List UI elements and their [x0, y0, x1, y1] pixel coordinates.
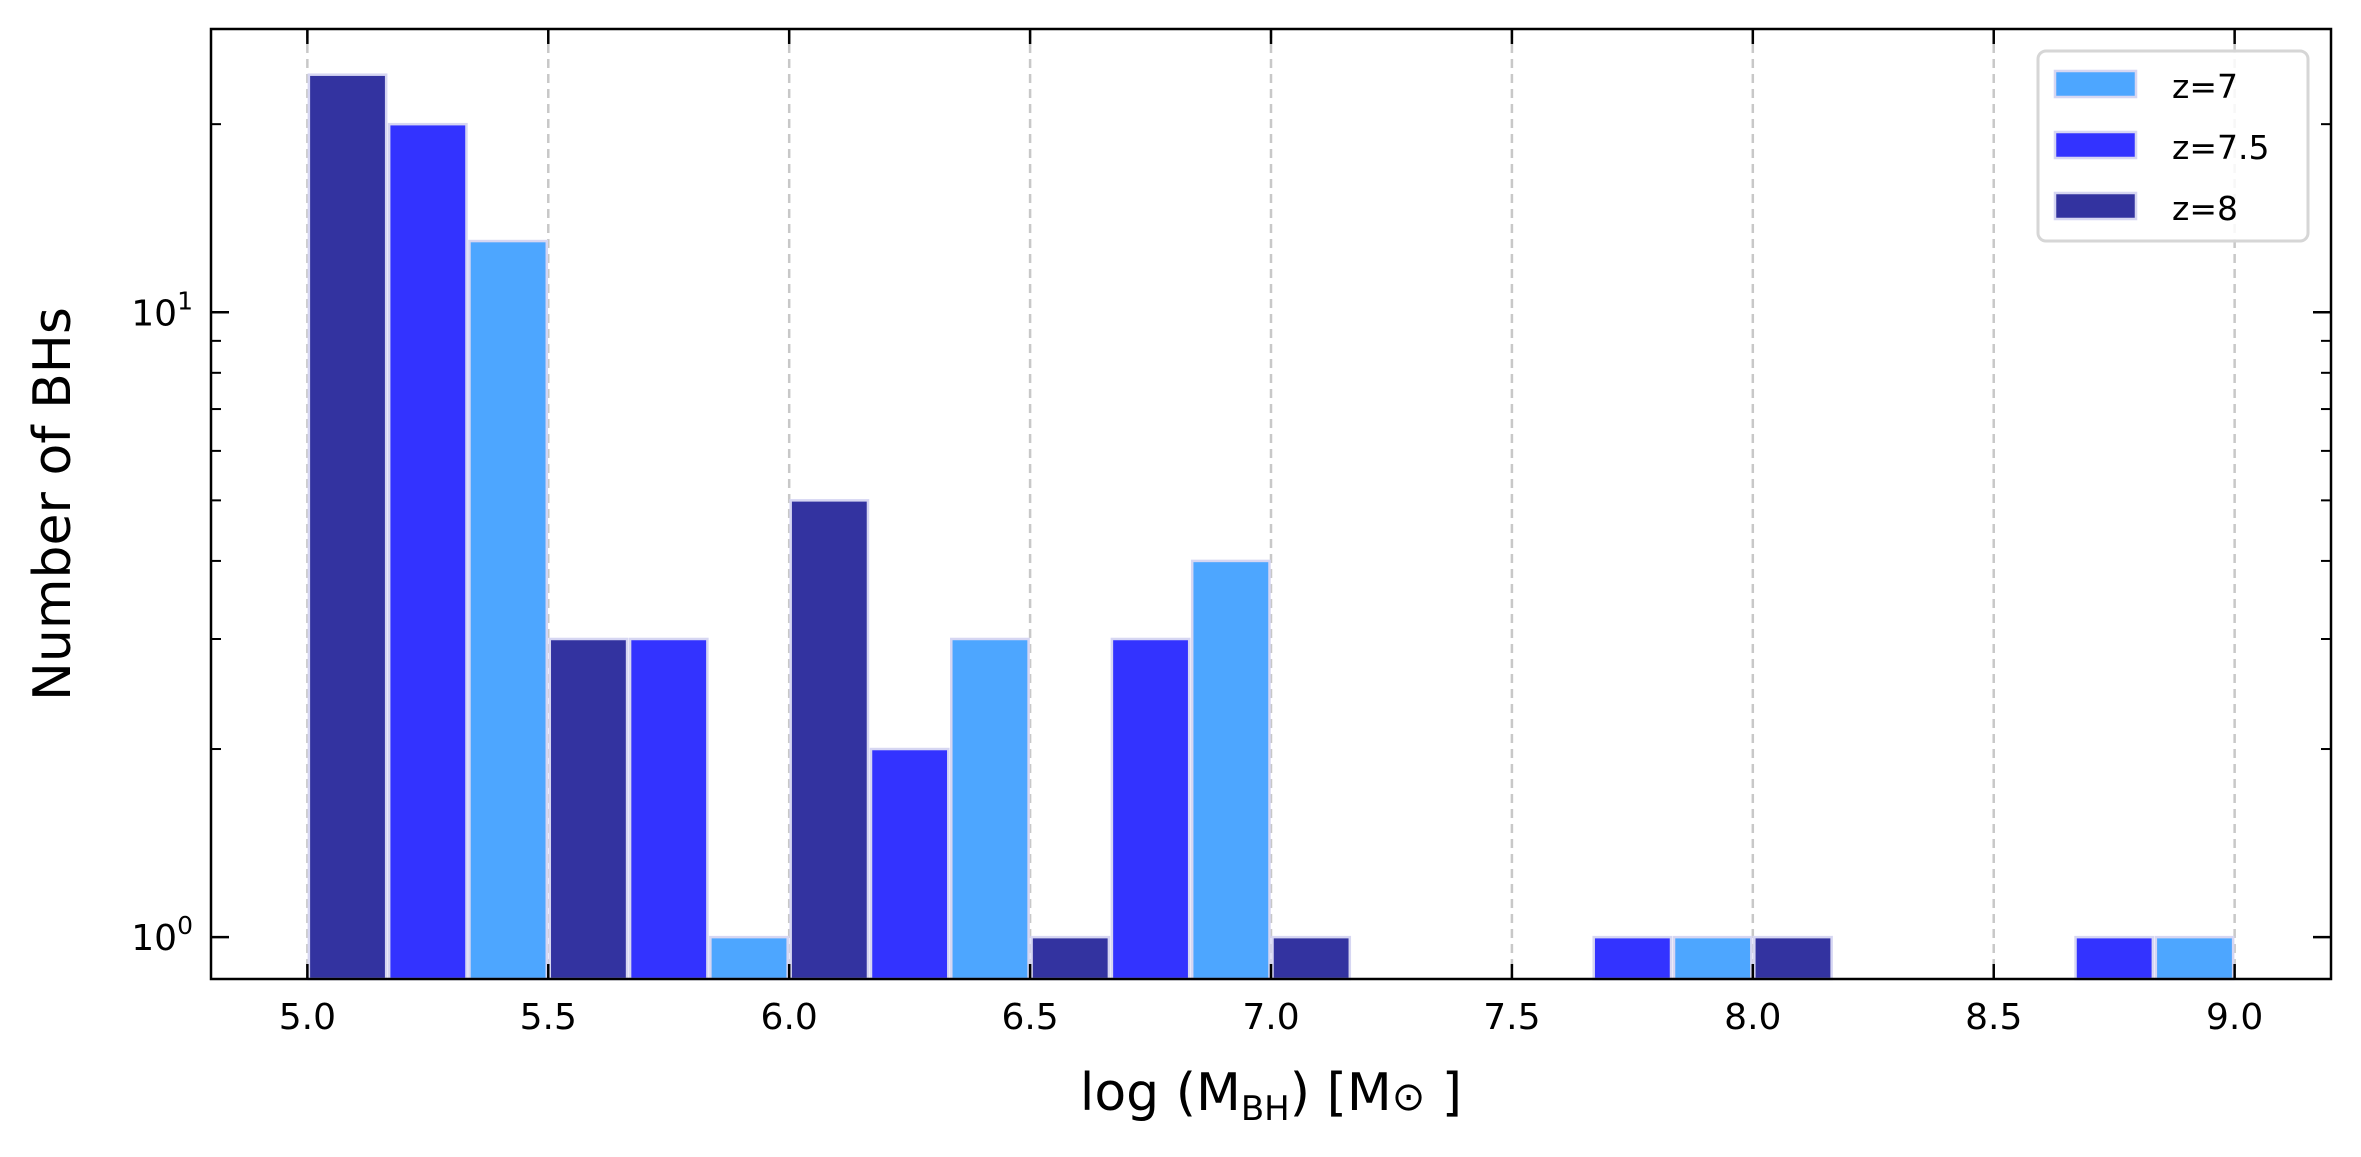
- x-tick-label: 9.0: [2206, 997, 2263, 1038]
- bar-z-8: [307, 73, 388, 981]
- x-axis-label: log (MBH) [M⊙ ]: [1080, 1063, 1462, 1129]
- bar-z-7: [1672, 935, 1753, 981]
- legend-swatch: [2053, 69, 2138, 99]
- bar-z-8: [1753, 935, 1833, 981]
- bar-z-7: [709, 935, 789, 981]
- bars: [307, 73, 2235, 981]
- y-tick-label: 100: [131, 911, 193, 959]
- x-tick-label: 6.5: [1001, 997, 1058, 1038]
- x-tick-label: 5.5: [520, 997, 577, 1038]
- bar-z-7-5: [387, 122, 468, 981]
- x-tick-label: 7.5: [1483, 997, 1540, 1038]
- bar-z-7-5: [1592, 935, 1673, 981]
- x-tick-label: 6.0: [761, 997, 818, 1038]
- legend-label: z=7.5: [2172, 128, 2269, 167]
- x-tick-label: 7.0: [1242, 997, 1299, 1038]
- legend-swatch: [2053, 130, 2138, 160]
- legend: z=7 z=7.5 z=8: [2036, 49, 2310, 243]
- bar-z-7-5: [2074, 935, 2155, 981]
- bar-z-8: [789, 499, 870, 981]
- legend-label: z=7: [2172, 67, 2238, 106]
- y-axis-label: Number of BHs: [23, 307, 83, 701]
- y-tick-label: 101: [131, 286, 193, 334]
- legend-swatch: [2053, 191, 2138, 221]
- legend-label: z=8: [2172, 189, 2238, 228]
- bar-z-7-5: [628, 637, 709, 981]
- x-tick-label: 8.5: [1965, 997, 2022, 1038]
- ticks: 5.0 5.5 6.0 6.5 7.0 7.5 8.0 8.5 9.0 100 101: [131, 29, 2331, 1038]
- bar-z-7: [1190, 559, 1271, 981]
- bar-z-8: [1030, 935, 1111, 981]
- bar-z-7: [950, 637, 1030, 981]
- bar-z-8: [548, 637, 629, 981]
- bar-z-7: [468, 239, 549, 981]
- x-tick-label: 5.0: [279, 997, 336, 1038]
- bar-z-7: [2154, 935, 2235, 981]
- x-tick-label: 8.0: [1724, 997, 1781, 1038]
- bar-z-8: [1271, 935, 1352, 981]
- bar-z-7-5: [1110, 637, 1191, 981]
- bar-z-7-5: [869, 747, 950, 981]
